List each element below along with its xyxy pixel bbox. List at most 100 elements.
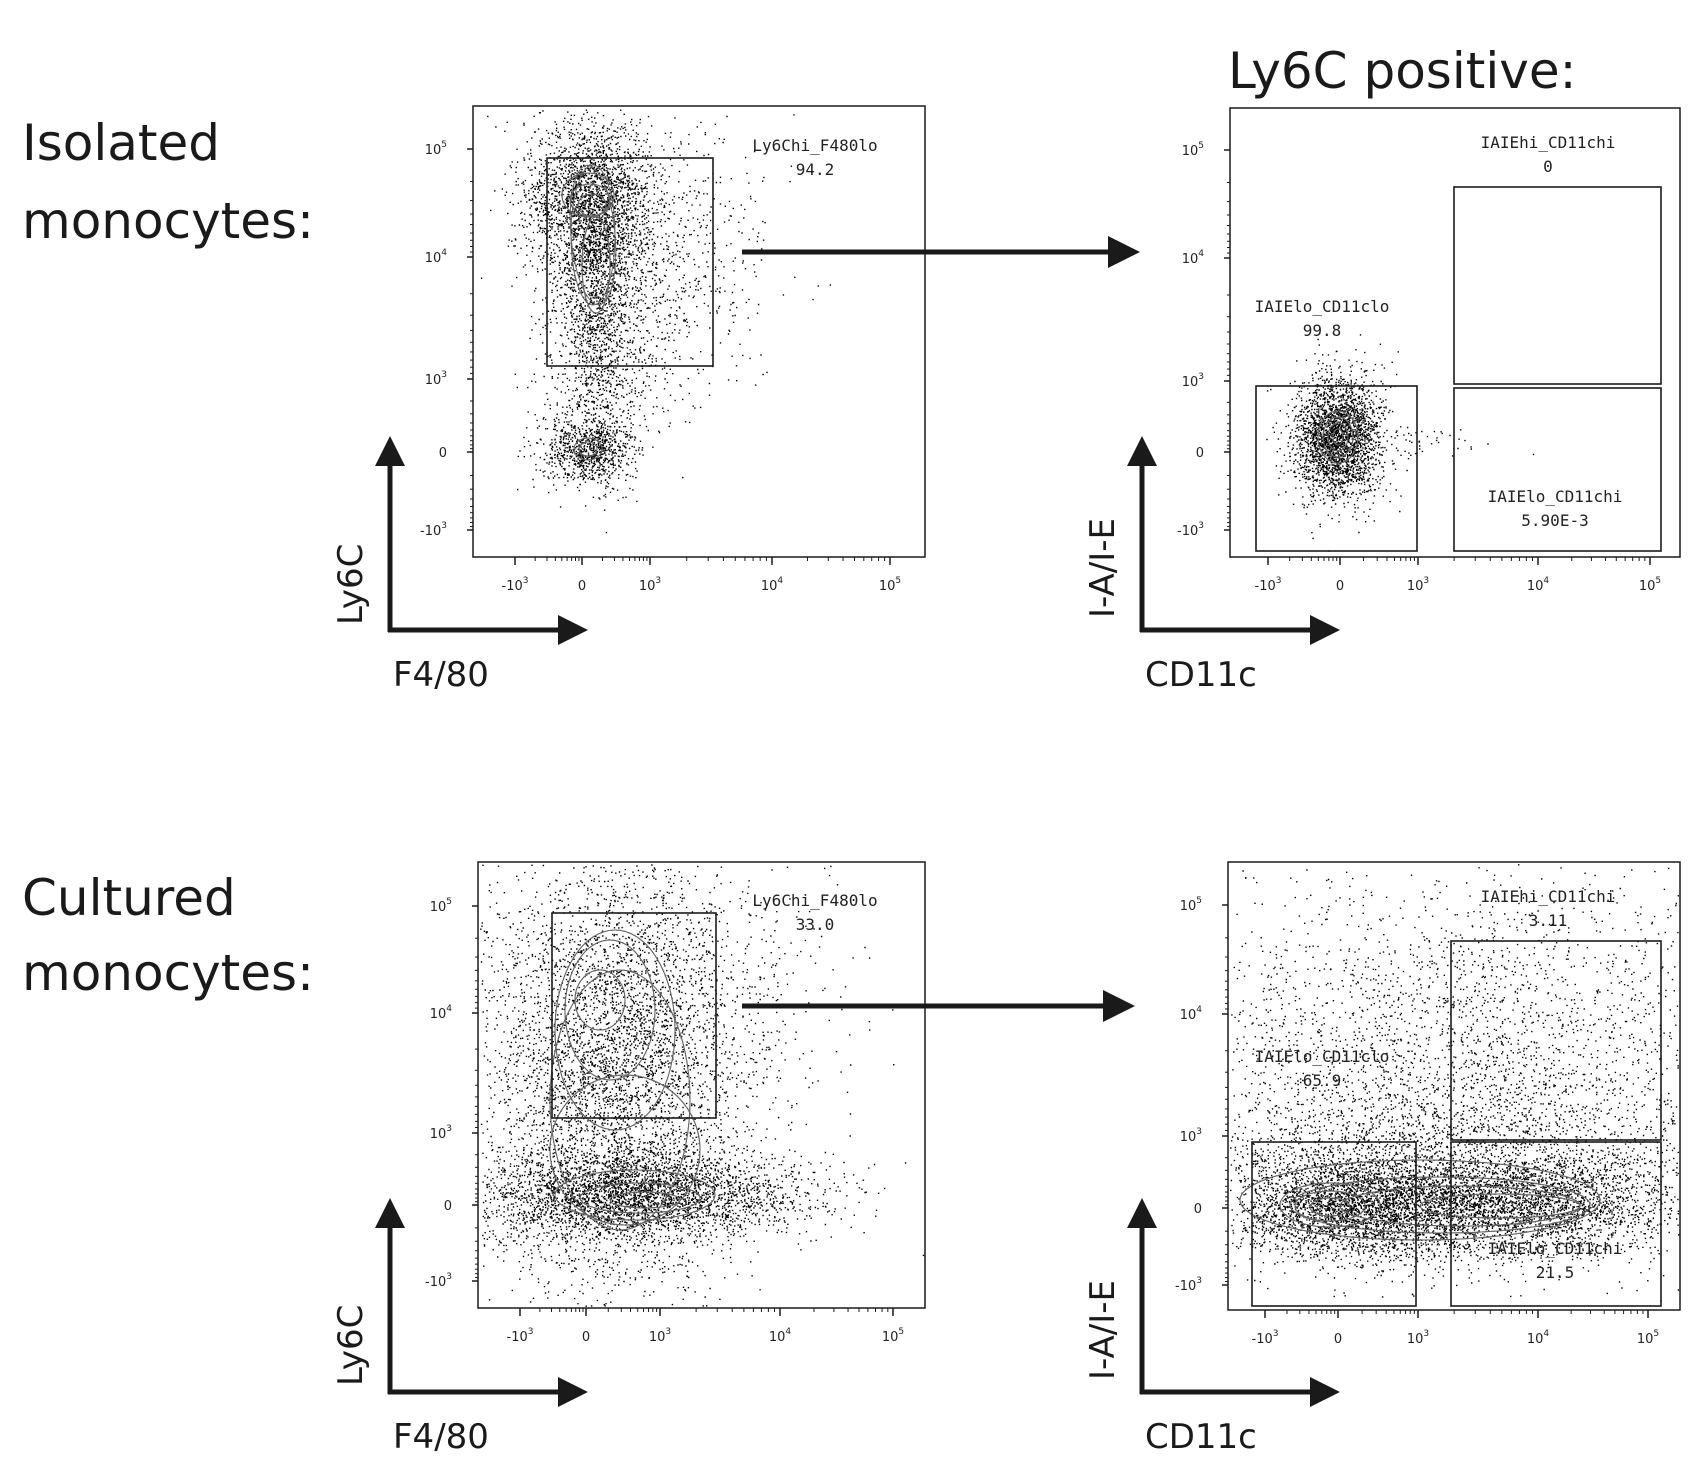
axis-arrows-isolated-right (1127, 436, 1340, 645)
x-tick-label: 103 (649, 1327, 671, 1345)
arrow-up-icon (1127, 1198, 1157, 1228)
x-axis-title-isolated-left: F4/80 (393, 655, 489, 695)
x-tick-label: 0 (1336, 579, 1344, 594)
contour-line (578, 441, 598, 457)
panel-isolated-ly6c-f480: 105 104 103 0 -103 -103 0 103 104 105 Ly6Chi_F480l… (420, 105, 926, 594)
contour-line (573, 437, 603, 461)
gate-rect[interactable] (1255, 385, 1418, 552)
y-axis: 105 104 103 0 -103 (425, 897, 478, 1290)
gate-rect[interactable] (551, 912, 717, 1119)
contour-line (554, 1169, 716, 1221)
column-header-ly6c-positive: Ly6C positive: (1228, 42, 1576, 100)
y-tick-label: 103 (1180, 1127, 1202, 1145)
y-tick-label: 104 (1180, 1005, 1203, 1023)
y-axis-title-cultured-right: I-A/I-E (1083, 1280, 1123, 1380)
gate-rect[interactable] (1450, 940, 1662, 1141)
gate-IAIElo_CD11clo[interactable]: IAIElo_CD11clo 65.9 (1251, 1047, 1417, 1307)
x-tick-label: 104 (1527, 1329, 1550, 1347)
contour-line (1327, 422, 1349, 452)
panel-cultured-ly6c-f480: 105 104 103 0 -103 -103 0 103 104 105 Ly6Chi_F480l… (425, 861, 926, 1345)
gate-IAIEhi_CD11chi[interactable]: IAIEhi_CD11chi 3.11 (1450, 887, 1662, 1141)
contour-line (609, 1191, 681, 1209)
gate-rect[interactable] (1453, 186, 1662, 385)
x-tick-label: -103 (1252, 1329, 1279, 1347)
x-axis-title-isolated-right: CD11c (1145, 655, 1257, 695)
scatter-points (480, 864, 925, 1307)
x-tick-label: 105 (882, 1327, 904, 1345)
y-tick-label: 105 (430, 897, 452, 915)
gate-percent-label: 5.90E-3 (1521, 511, 1588, 530)
density-contours (561, 164, 617, 461)
panel-cultured-iaie-cd11c: 105 104 103 0 -103 -103 0 103 104 105 IAIEhi_CD11c… (1175, 861, 1681, 1347)
x-axis: -103 0 103 104 105 (1255, 557, 1661, 594)
contour-line (1309, 1197, 1351, 1217)
y-tick-label: 104 (1182, 249, 1205, 267)
gate-rect[interactable] (1453, 387, 1662, 552)
contour-line (579, 1182, 701, 1214)
gate-name-label: IAIElo_CD11clo (1255, 297, 1390, 316)
y-tick-label: 0 (439, 446, 447, 461)
row-label-cultured-line2: monocytes: (22, 944, 314, 1002)
gate-Ly6Chi_F480lo[interactable]: Ly6Chi_F480lo 94.2 (546, 136, 878, 367)
contour-line (1239, 1159, 1601, 1241)
contour-line (1322, 416, 1354, 458)
gate-rect[interactable] (1251, 1141, 1417, 1307)
contour-line (1317, 410, 1359, 464)
y-tick-label: 0 (1196, 446, 1204, 461)
contour-line (549, 969, 691, 1231)
gate-percent-label: 65.9 (1303, 1071, 1342, 1090)
gate-IAIElo_CD11clo[interactable]: IAIElo_CD11clo 99.8 (1255, 297, 1418, 552)
density-contours (549, 929, 716, 1231)
x-tick-label: 104 (1527, 576, 1550, 594)
contour-line (1294, 1190, 1366, 1222)
x-tick-label: 105 (879, 576, 901, 594)
y-tick-label: 105 (1182, 141, 1204, 159)
axis-arrows-cultured-right (1127, 1198, 1340, 1407)
y-tick-label: 0 (1194, 1202, 1202, 1217)
x-axis-title-cultured-left: F4/80 (393, 1417, 489, 1457)
x-tick-label: 105 (1637, 1329, 1659, 1347)
density-contours (1317, 410, 1359, 464)
gating-arrow-cultured (742, 990, 1135, 1022)
gate-IAIElo_CD11chi[interactable]: IAIElo_CD11chi 5.90E-3 (1453, 387, 1662, 552)
y-tick-label: -103 (420, 521, 447, 539)
y-tick-label: -103 (1175, 1276, 1202, 1294)
contour-line (561, 172, 615, 218)
gate-percent-label: 33.0 (796, 915, 835, 934)
y-tick-label: 103 (430, 1124, 452, 1142)
y-tick-label: 105 (1180, 896, 1202, 914)
y-tick-label: -103 (1177, 521, 1204, 539)
gate-name-label: IAIElo_CD11chi (1488, 1239, 1623, 1258)
y-tick-label: 104 (425, 248, 448, 266)
contour-line (581, 216, 611, 314)
x-tick-label: -103 (502, 576, 529, 594)
arrow-up-icon (375, 436, 405, 466)
y-axis-title-cultured-left: Ly6C (331, 1305, 371, 1386)
plot-frame (1229, 107, 1681, 558)
gate-percent-label: 99.8 (1303, 321, 1342, 340)
gate-percent-label: 94.2 (796, 160, 835, 179)
gate-name-label: IAIEhi_CD11chi (1481, 133, 1616, 152)
y-tick-label: 104 (430, 1004, 453, 1022)
gating-arrow-isolated (742, 236, 1140, 268)
row-label-isolated-line2: monocytes: (22, 192, 314, 250)
y-tick-label: 105 (425, 140, 447, 158)
row-label-cultured-line1: Cultured (22, 869, 236, 927)
gate-rect[interactable] (546, 157, 714, 367)
x-tick-label: 0 (578, 579, 586, 594)
y-tick-label: 0 (444, 1199, 452, 1214)
gate-Ly6Chi_F480lo[interactable]: Ly6Chi_F480lo 33.0 (551, 891, 878, 1119)
gate-name-label: Ly6Chi_F480lo (752, 136, 877, 155)
gate-rect[interactable] (1450, 1141, 1662, 1307)
contour-line (564, 939, 656, 1081)
gate-name-label: IAIEhi_CD11chi (1481, 887, 1616, 906)
gate-IAIEhi_CD11chi[interactable]: IAIEhi_CD11chi 0 (1453, 133, 1662, 385)
gate-IAIElo_CD11chi[interactable]: IAIElo_CD11chi 21.5 (1450, 1141, 1662, 1307)
y-axis-title-isolated-left: Ly6C (331, 544, 371, 625)
arrow-right-icon (558, 615, 588, 645)
axis-arrows-isolated-left (375, 436, 588, 645)
y-axis: 105 104 103 0 -103 (420, 140, 473, 539)
event-dots (480, 864, 925, 1307)
plot-frame (1227, 861, 1681, 1311)
